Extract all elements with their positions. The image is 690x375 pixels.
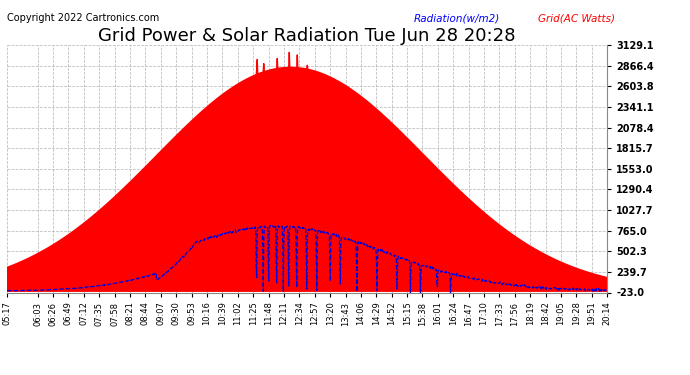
Title: Grid Power & Solar Radiation Tue Jun 28 20:28: Grid Power & Solar Radiation Tue Jun 28 … (98, 27, 516, 45)
Text: Radiation(w/m2): Radiation(w/m2) (414, 13, 500, 23)
Text: Copyright 2022 Cartronics.com: Copyright 2022 Cartronics.com (7, 13, 159, 23)
Text: Grid(AC Watts): Grid(AC Watts) (538, 13, 615, 23)
